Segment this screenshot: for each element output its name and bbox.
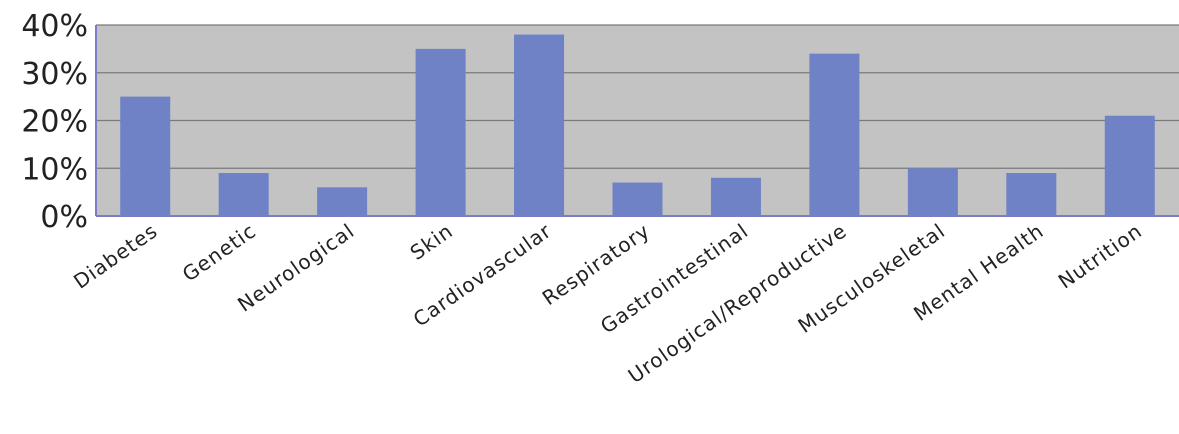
y-tick-labels: 0% 10% 20% 30% 40% — [21, 9, 88, 235]
x-tick-label: Skin — [406, 218, 458, 264]
bar — [809, 53, 860, 217]
x-tick-label: Nutrition — [1054, 218, 1147, 293]
bar — [218, 173, 269, 216]
x-tick-label: Genetic — [178, 218, 261, 286]
y-tick-label: 0% — [40, 200, 88, 235]
bar — [612, 182, 663, 216]
bar — [1104, 115, 1155, 216]
y-tick-label: 10% — [21, 152, 88, 187]
bar — [907, 168, 958, 216]
y-tick-label: 20% — [21, 105, 88, 140]
bar — [514, 34, 565, 216]
bar — [415, 48, 466, 216]
bar — [1006, 173, 1057, 216]
bar — [710, 177, 761, 216]
bar — [317, 187, 368, 216]
bar — [120, 96, 171, 216]
y-tick-label: 30% — [21, 57, 88, 92]
bars — [120, 34, 1155, 217]
gridlines — [96, 24, 1179, 169]
y-tick-label: 40% — [21, 9, 88, 44]
